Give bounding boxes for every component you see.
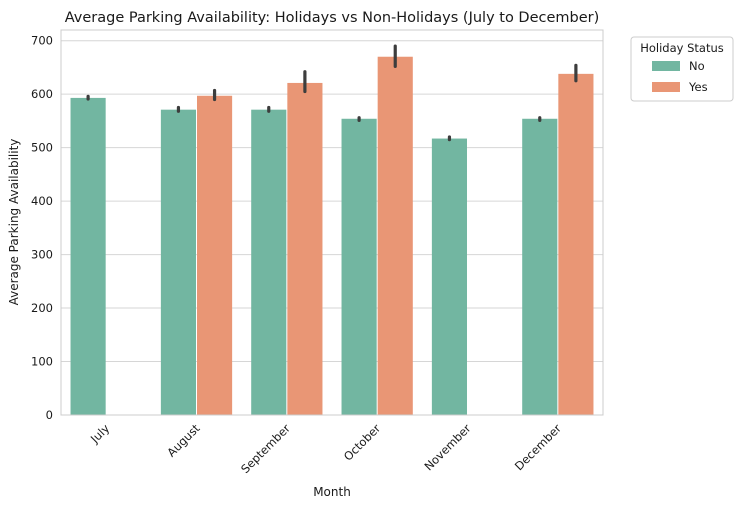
- bar-no-august: [160, 109, 196, 415]
- bar-yes-august: [197, 95, 233, 415]
- y-tick-label: 200: [31, 301, 53, 315]
- bar-yes-september: [287, 82, 323, 415]
- bar-no-december: [522, 118, 558, 415]
- legend-label-no: No: [689, 59, 705, 73]
- x-axis-ticks: July August September October November Decemb…: [87, 421, 564, 476]
- y-tick-label: 600: [31, 87, 53, 101]
- x-tick-label: September: [238, 421, 293, 476]
- bars: [70, 56, 594, 415]
- bar-no-october: [341, 118, 377, 415]
- bar-yes-october: [377, 56, 413, 415]
- y-tick-label: 0: [46, 408, 53, 422]
- gridlines: [61, 40, 603, 416]
- y-tick-label: 700: [31, 34, 53, 48]
- bar-yes-december: [558, 73, 594, 415]
- y-tick-label: 400: [31, 194, 53, 208]
- bar-no-september: [251, 109, 287, 415]
- x-tick-label: November: [421, 421, 473, 473]
- chart-title: Average Parking Availability: Holidays v…: [65, 10, 600, 26]
- error-bars: [86, 44, 578, 142]
- legend-swatch-yes: [652, 82, 680, 92]
- y-tick-label: 100: [31, 355, 53, 369]
- legend-title: Holiday Status: [640, 41, 724, 55]
- legend-swatch-no: [652, 61, 680, 71]
- y-tick-label: 300: [31, 248, 53, 262]
- y-axis-ticks: 0 100 200 300 400 500 600 700: [31, 34, 53, 422]
- bar-no-july: [70, 97, 106, 415]
- bar-no-november: [431, 138, 467, 415]
- legend-label-yes: Yes: [688, 80, 708, 94]
- x-tick-label: October: [341, 421, 384, 464]
- legend: Holiday Status No Yes: [630, 36, 734, 102]
- x-axis-label: Month: [313, 485, 351, 499]
- x-tick-label: December: [512, 421, 564, 473]
- plot-frame: [60, 29, 604, 416]
- y-tick-label: 500: [31, 141, 53, 155]
- y-axis-label: Average Parking Availability: [7, 139, 21, 306]
- x-tick-label: July: [87, 421, 112, 446]
- x-tick-label: August: [164, 421, 203, 460]
